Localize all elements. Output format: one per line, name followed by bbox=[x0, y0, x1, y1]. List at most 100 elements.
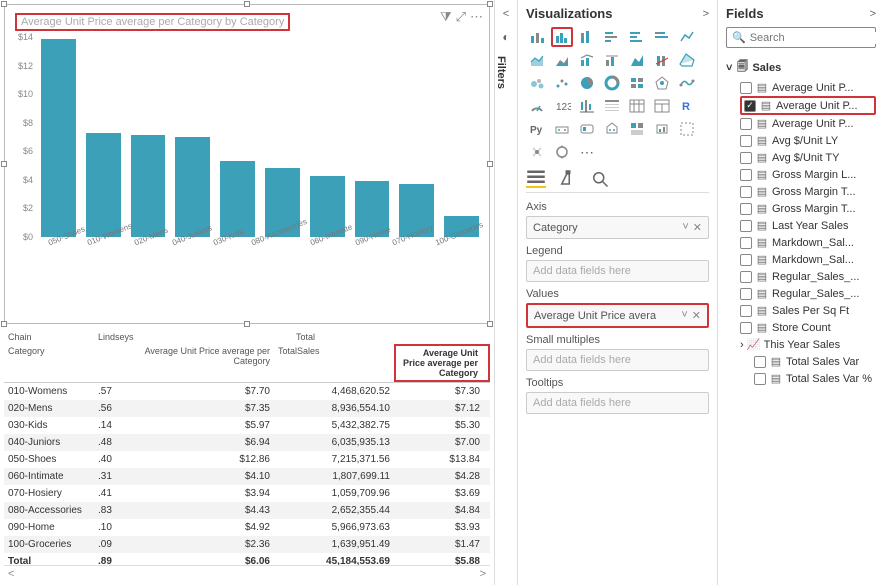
table-row[interactable]: 010-Womens.57$7.704,468,620.52$7.30 bbox=[4, 383, 490, 400]
table-row[interactable]: 060-Intimate.31$4.101,807,699.11$4.28 bbox=[4, 468, 490, 485]
viz-type-icon[interactable] bbox=[551, 119, 573, 139]
chevron-down-icon[interactable]: ˅ bbox=[726, 62, 732, 74]
table-row[interactable]: 040-Juniors.48$6.946,035,935.13$7.00 bbox=[4, 434, 490, 451]
viz-type-icon[interactable] bbox=[626, 119, 648, 139]
viz-type-icon[interactable] bbox=[651, 50, 673, 70]
col-totalsales[interactable]: TotalSales bbox=[274, 344, 319, 382]
viz-type-icon[interactable] bbox=[576, 27, 598, 47]
horizontal-scrollbar[interactable]: < > bbox=[4, 565, 490, 581]
checkbox[interactable] bbox=[740, 135, 752, 147]
table-row[interactable]: 080-Accessories.83$4.432,652,355.44$4.84 bbox=[4, 502, 490, 519]
checkbox[interactable] bbox=[744, 100, 756, 112]
viz-type-icon[interactable] bbox=[676, 73, 698, 93]
expand-filters-icon[interactable]: < bbox=[495, 8, 517, 20]
col-category[interactable]: Category bbox=[4, 344, 94, 382]
viz-type-icon[interactable] bbox=[626, 96, 648, 116]
filter-icon[interactable]: ⧩ bbox=[440, 9, 452, 25]
collapse-fields-icon[interactable]: > bbox=[870, 8, 876, 20]
viz-type-icon[interactable] bbox=[526, 142, 548, 162]
resize-handle[interactable] bbox=[487, 1, 493, 7]
collapse-viz-icon[interactable]: > bbox=[703, 8, 709, 20]
viz-type-icon[interactable] bbox=[526, 96, 548, 116]
focus-icon[interactable]: ⤢ bbox=[456, 9, 466, 25]
field-item[interactable]: ▤Regular_Sales_... bbox=[740, 285, 876, 302]
field-item[interactable]: ▤Markdown_Sal... bbox=[740, 234, 876, 251]
scroll-right-icon[interactable]: > bbox=[480, 568, 486, 580]
resize-handle[interactable] bbox=[487, 161, 493, 167]
chevron-right-icon[interactable]: › bbox=[740, 339, 744, 351]
viz-type-icon[interactable] bbox=[526, 50, 548, 70]
checkbox[interactable] bbox=[740, 169, 752, 181]
viz-type-icon[interactable] bbox=[601, 119, 623, 139]
legend-well[interactable]: Add data fields here bbox=[526, 260, 709, 282]
checkbox[interactable] bbox=[754, 356, 766, 368]
checkbox[interactable] bbox=[740, 305, 752, 317]
field-item[interactable]: ▤Sales Per Sq Ft bbox=[740, 302, 876, 319]
resize-handle[interactable] bbox=[487, 321, 493, 327]
remove-icon[interactable]: ✕ bbox=[693, 221, 702, 234]
col-avg1[interactable]: Average Unit Price average per Category bbox=[124, 344, 274, 382]
field-item[interactable]: ▤Gross Margin L... bbox=[740, 166, 876, 183]
checkbox[interactable] bbox=[740, 271, 752, 283]
field-item[interactable]: ▤Regular_Sales_... bbox=[740, 268, 876, 285]
viz-type-icon[interactable] bbox=[601, 50, 623, 70]
field-item[interactable]: ▤Avg $/Unit LY bbox=[740, 132, 876, 149]
viz-type-icon[interactable] bbox=[651, 73, 673, 93]
table-row[interactable]: 020-Mens.56$7.358,936,554.10$7.12 bbox=[4, 400, 490, 417]
resize-handle[interactable] bbox=[244, 1, 250, 7]
small-multiples-well[interactable]: Add data fields here bbox=[526, 349, 709, 371]
viz-type-icon[interactable] bbox=[576, 96, 598, 116]
viz-type-icon[interactable] bbox=[601, 96, 623, 116]
field-item[interactable]: ▤Average Unit P... bbox=[740, 96, 876, 115]
viz-type-icon[interactable]: Py bbox=[526, 119, 548, 139]
table-row[interactable]: 100-Groceries.09$2.361,639,951.49$1.47 bbox=[4, 536, 490, 553]
table-row[interactable]: 050-Shoes.40$12.867,215,371.56$13.84 bbox=[4, 451, 490, 468]
field-total-sales-var-pct[interactable]: ▤ Total Sales Var % bbox=[726, 370, 876, 387]
fields-tab[interactable] bbox=[526, 170, 546, 188]
viz-type-icon[interactable] bbox=[551, 73, 573, 93]
field-item[interactable]: ▤Last Year Sales bbox=[740, 217, 876, 234]
viz-type-icon[interactable] bbox=[676, 27, 698, 47]
viz-type-icon[interactable] bbox=[626, 73, 648, 93]
field-this-year-sales[interactable]: › 📈 This Year Sales bbox=[726, 336, 876, 353]
values-well[interactable]: Average Unit Price avera ˅✕ bbox=[526, 303, 709, 328]
viz-type-icon[interactable] bbox=[551, 50, 573, 70]
viz-type-icon[interactable] bbox=[526, 73, 548, 93]
resize-handle[interactable] bbox=[1, 1, 7, 7]
checkbox[interactable] bbox=[740, 203, 752, 215]
field-total-sales-var[interactable]: ▤ Total Sales Var bbox=[726, 353, 876, 370]
field-item[interactable]: ▤Avg $/Unit TY bbox=[740, 149, 876, 166]
resize-handle[interactable] bbox=[1, 321, 7, 327]
resize-handle[interactable] bbox=[244, 321, 250, 327]
resize-handle[interactable] bbox=[1, 161, 7, 167]
viz-type-icon[interactable] bbox=[576, 73, 598, 93]
analytics-tab[interactable] bbox=[590, 170, 610, 188]
viz-type-icon[interactable]: 123 bbox=[551, 96, 573, 116]
bar[interactable] bbox=[41, 39, 76, 237]
field-item[interactable]: ▤Gross Margin T... bbox=[740, 183, 876, 200]
checkbox[interactable] bbox=[740, 237, 752, 249]
more-visuals-icon[interactable]: ⋯ bbox=[576, 142, 598, 162]
tooltips-well[interactable]: Add data fields here bbox=[526, 392, 709, 414]
table-row[interactable]: 030-Kids.14$5.975,432,382.75$5.30 bbox=[4, 417, 490, 434]
checkbox[interactable] bbox=[740, 254, 752, 266]
viz-type-icon[interactable] bbox=[626, 50, 648, 70]
checkbox[interactable] bbox=[740, 82, 752, 94]
viz-type-icon[interactable] bbox=[601, 27, 623, 47]
viz-type-icon[interactable] bbox=[626, 27, 648, 47]
field-item[interactable]: ▤Average Unit P... bbox=[740, 79, 876, 96]
viz-type-icon[interactable] bbox=[551, 27, 573, 47]
table-row[interactable]: 070-Hosiery.41$3.941,059,709.96$3.69 bbox=[4, 485, 490, 502]
viz-type-icon[interactable] bbox=[576, 119, 598, 139]
checkbox[interactable] bbox=[740, 118, 752, 130]
bar[interactable] bbox=[131, 135, 166, 237]
viz-type-icon[interactable] bbox=[651, 27, 673, 47]
filters-pane-collapsed[interactable]: < ◐ Filters bbox=[494, 0, 518, 585]
checkbox[interactable] bbox=[754, 373, 766, 385]
checkbox[interactable] bbox=[740, 152, 752, 164]
format-tab[interactable] bbox=[558, 170, 578, 188]
field-item[interactable]: ▤Markdown_Sal... bbox=[740, 251, 876, 268]
checkbox[interactable] bbox=[740, 288, 752, 300]
viz-type-icon[interactable]: R bbox=[676, 96, 698, 116]
field-item[interactable]: ▤Gross Margin T... bbox=[740, 200, 876, 217]
